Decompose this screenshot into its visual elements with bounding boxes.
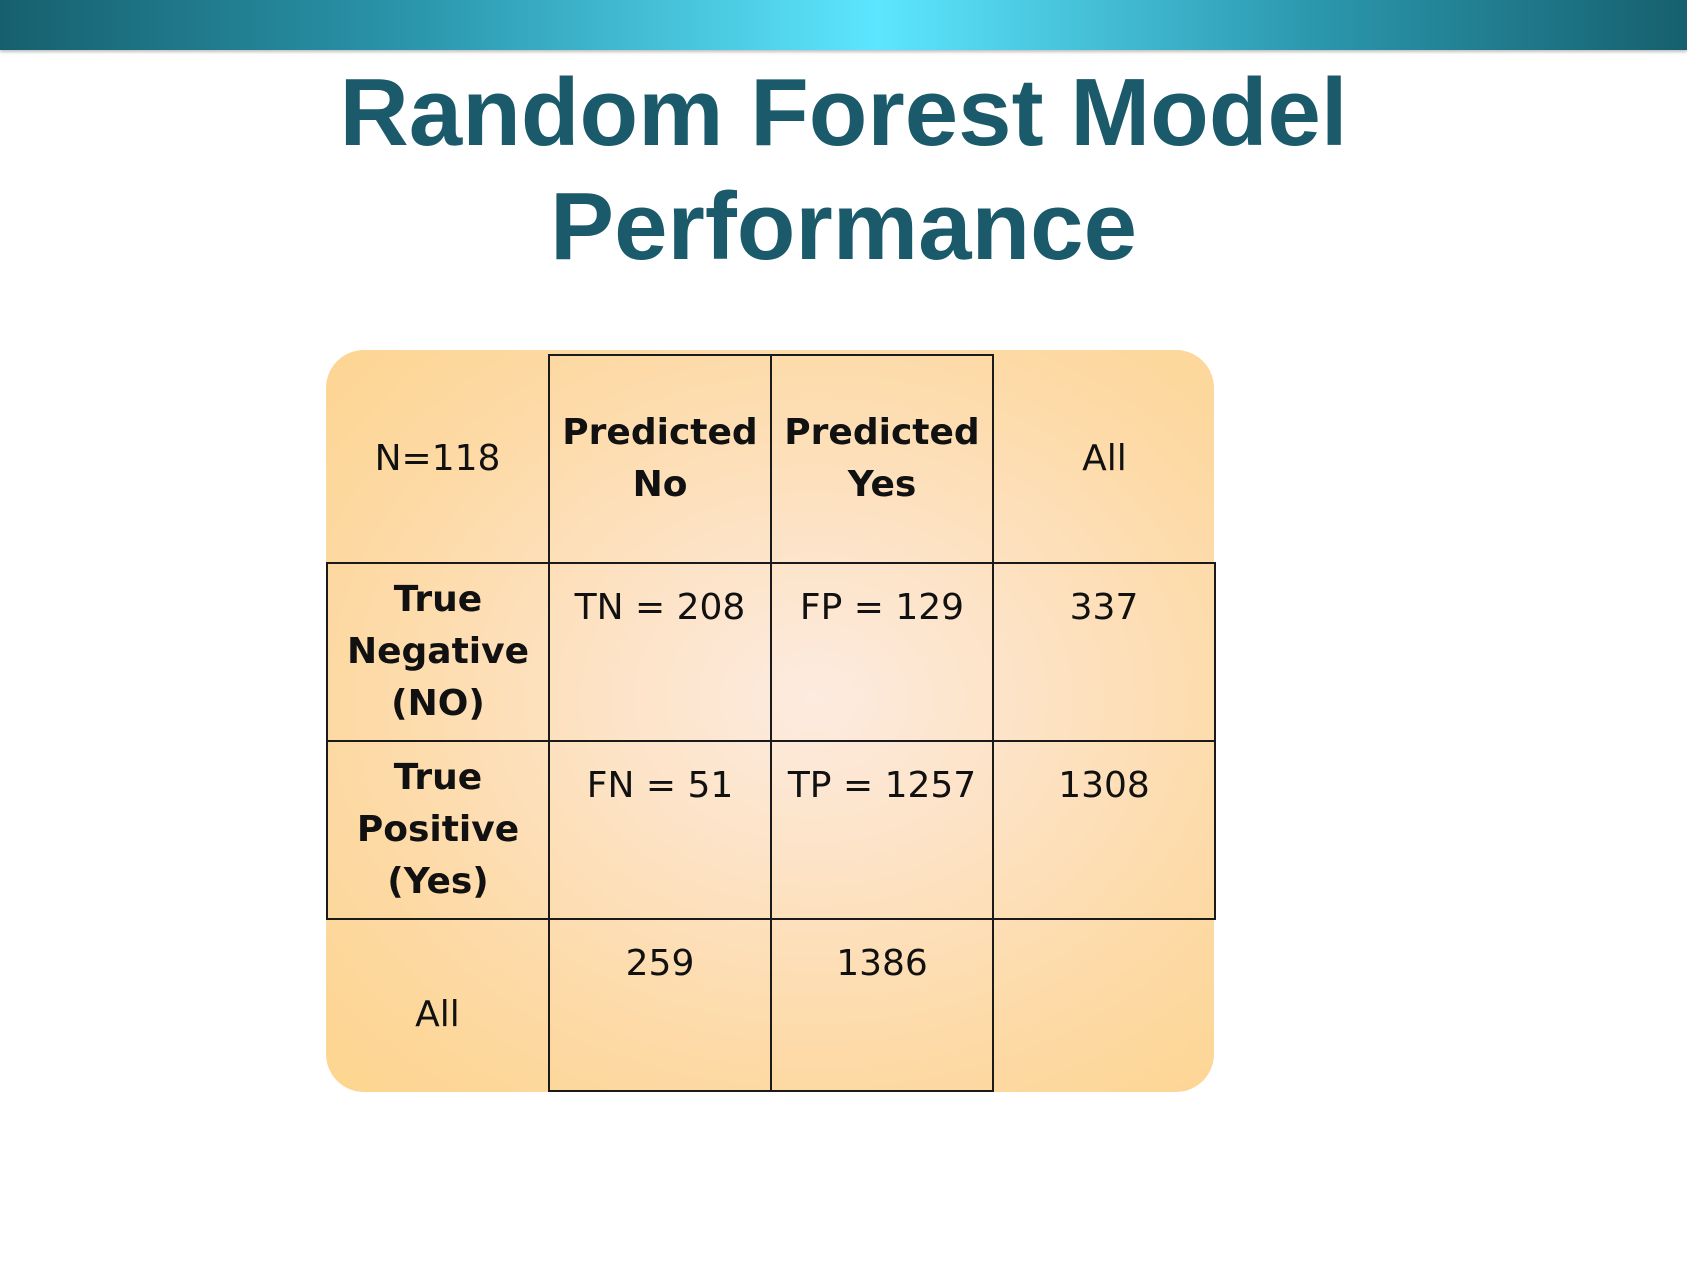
col-header-all: All	[992, 355, 1215, 564]
cell-positive-total: 1308	[992, 740, 1216, 920]
cell-tp: TP = 1257	[770, 740, 994, 920]
cell-grand-total	[992, 918, 1215, 1091]
row-header-true-positive: True Positive (Yes)	[326, 740, 550, 920]
cell-tn: TN = 208	[548, 562, 772, 742]
cell-negative-total: 337	[992, 562, 1216, 742]
cell-predicted-yes-total: 1386	[770, 918, 994, 1092]
row-header-true-negative: True Negative (NO)	[326, 562, 550, 742]
cell-fp: FP = 129	[770, 562, 994, 742]
col-header-predicted-yes: Predicted Yes	[770, 354, 994, 564]
corner-cell: N=118	[327, 355, 550, 564]
table-row-true-positive: True Positive (Yes) FN = 51 TP = 1257 13…	[326, 740, 1216, 920]
slide-title-line-1: Random Forest Model	[339, 59, 1348, 166]
slide-title: Random Forest Model Performance	[0, 56, 1687, 284]
row-header-all: All	[327, 918, 550, 1091]
col-header-predicted-no: Predicted No	[548, 354, 772, 564]
confusion-matrix-table: N=118 Predicted No Predicted Yes All Tru…	[326, 354, 1216, 1092]
table-row-all: All 259 1386	[327, 918, 1215, 1092]
cell-fn: FN = 51	[548, 740, 772, 920]
table-row-true-negative: True Negative (NO) TN = 208 FP = 129 337	[326, 562, 1216, 742]
header-row: N=118 Predicted No Predicted Yes All	[327, 354, 1215, 564]
cell-predicted-no-total: 259	[548, 918, 772, 1092]
slide-title-line-2: Performance	[550, 173, 1137, 280]
header-accent-bar	[0, 0, 1687, 50]
